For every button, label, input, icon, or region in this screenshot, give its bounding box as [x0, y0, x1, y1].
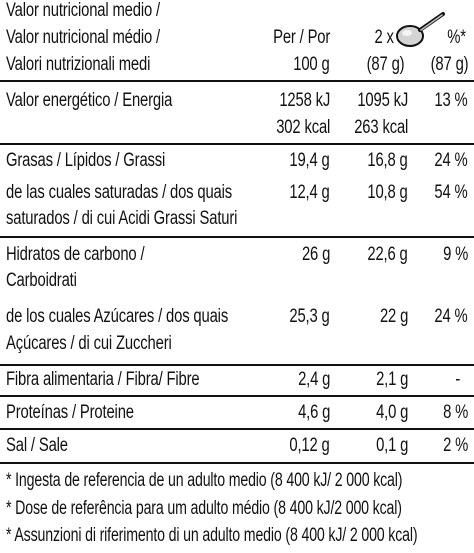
row-fat-per100: 19,4 g — [289, 150, 330, 171]
col-header-per-100: Per / Por — [272, 27, 330, 48]
rule-sugars — [0, 364, 474, 366]
footnote-es: * Ingesta de referencia de un adulto med… — [6, 470, 403, 491]
row-salt-label: Sal / Sale — [6, 435, 68, 456]
row-protein-per100: 4,6 g — [297, 402, 330, 423]
row-salt-per100: 0,12 g — [289, 435, 330, 456]
row-energy-portion-kj: 1095 kJ — [357, 90, 408, 111]
row-fat-label: Grasas / Lípidos / Grassi — [6, 150, 166, 171]
rule-header — [0, 80, 474, 82]
row-carbohydrate-label-1: Hidratos de carbono / — [6, 244, 145, 265]
row-energy-label: Valor energético / Energia — [6, 90, 173, 111]
row-fibre-per100: 2,4 g — [297, 369, 330, 390]
rule-salt — [0, 462, 474, 464]
row-saturates-per100: 12,4 g — [289, 182, 330, 203]
row-protein-portion: 4,0 g — [375, 402, 408, 423]
row-carbohydrate-ri: 9 % — [442, 244, 468, 265]
row-salt-portion: 0,1 g — [375, 435, 408, 456]
row-fat-portion: 16,8 g — [367, 150, 408, 171]
row-sugars-label-2: Açúcares / di cui Zuccheri — [6, 333, 172, 354]
row-energy-ri: 13 % — [434, 90, 468, 111]
row-sugars-per100: 25,3 g — [289, 306, 330, 327]
row-fibre-label: Fibra alimentaria / Fibra/ Fibre — [6, 369, 200, 390]
row-sugars-ri: 24 % — [434, 306, 468, 327]
row-energy-per100-kcal: 302 kcal — [276, 117, 330, 138]
rule-energy — [0, 143, 474, 145]
row-salt-ri: 2 % — [442, 435, 468, 456]
row-energy-per100-kj: 1258 kJ — [279, 90, 330, 111]
col-header-portion: 2 x — [374, 27, 394, 48]
col-header-portion-unit: (87 g) — [366, 54, 404, 75]
table-title-line-1: Valor nutricional medio / — [6, 0, 160, 21]
row-carbohydrate-per100: 26 g — [301, 244, 330, 265]
table-title-line-2: Valor nutricional médio / — [6, 27, 160, 48]
row-sugars-label-1: de los cuales Azúcares / dos quais — [6, 306, 229, 327]
row-fibre-ri: - — [455, 369, 460, 390]
row-saturates-ri: 54 % — [434, 182, 468, 203]
row-saturates-label-2: saturados / di cui Acidi Grassi Saturi — [6, 208, 238, 229]
row-protein-ri: 8 % — [442, 402, 468, 423]
rule-fibre — [0, 395, 474, 397]
row-energy-portion-kcal: 263 kcal — [354, 117, 408, 138]
spoon-icon — [396, 12, 445, 47]
rule-protein — [0, 428, 474, 430]
rule-saturates — [0, 236, 474, 238]
footnote-it: * Assunzioni di riferimento di un adulto… — [6, 525, 418, 546]
row-protein-label: Proteínas / Proteine — [6, 402, 134, 423]
col-header-ri-unit: (87 g) — [430, 54, 468, 75]
row-fibre-portion: 2,1 g — [375, 369, 408, 390]
row-saturates-portion: 10,8 g — [367, 182, 408, 203]
footnote-pt: * Dose de referência para um adulto médi… — [6, 498, 402, 519]
col-header-per-100-unit: 100 g — [293, 54, 330, 75]
row-saturates-label-1: de las cuales saturadas / dos quais — [6, 182, 233, 203]
row-carbohydrate-portion: 22,6 g — [367, 244, 408, 265]
row-sugars-portion: 22 g — [379, 306, 408, 327]
table-title-line-3: Valori nutrizionali medi — [6, 54, 151, 75]
row-fat-ri: 24 % — [434, 150, 468, 171]
col-header-ri: %* — [447, 27, 466, 48]
row-carbohydrate-label-2: Carboidrati — [6, 270, 77, 291]
